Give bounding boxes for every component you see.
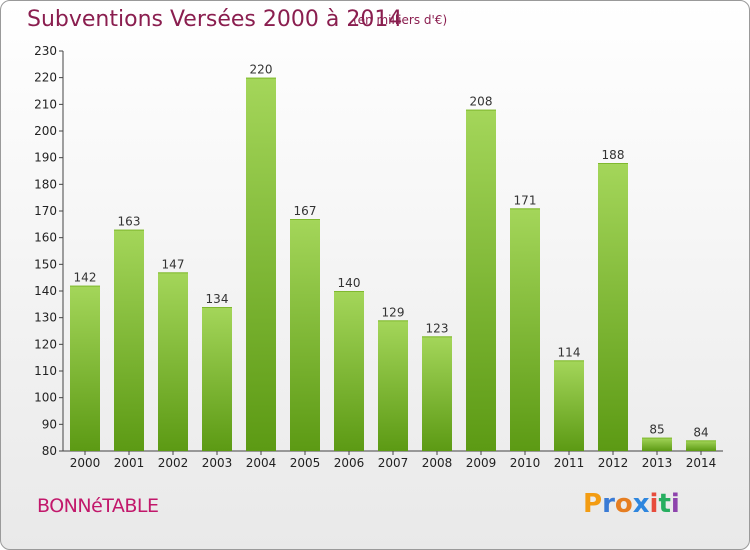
y-tick-label: 200 [34, 124, 57, 138]
y-tick-label: 230 [34, 44, 57, 58]
y-tick-label: 180 [34, 177, 57, 191]
x-tick-label-2004: 2004 [246, 456, 277, 470]
y-tick-label: 80 [42, 444, 57, 458]
x-tick-label-2003: 2003 [202, 456, 233, 470]
bar-2014 [686, 440, 716, 451]
bar-2011 [554, 360, 584, 451]
bar-2000 [70, 285, 100, 451]
x-tick-label-2002: 2002 [158, 456, 189, 470]
x-tick-label-2012: 2012 [598, 456, 629, 470]
bar-2010 [510, 208, 540, 451]
data-label-2004: 220 [250, 63, 273, 77]
y-tick-label: 170 [34, 204, 57, 218]
y-tick-label: 160 [34, 231, 57, 245]
data-label-2011: 114 [558, 345, 581, 359]
x-tick-label-2011: 2011 [554, 456, 585, 470]
x-tick-label-2008: 2008 [422, 456, 453, 470]
proxiti-logo: Proxiti [583, 489, 680, 519]
x-tick-label-2005: 2005 [290, 456, 321, 470]
bar-2013 [642, 437, 672, 451]
bar-2007 [378, 320, 408, 451]
y-tick-label: 190 [34, 151, 57, 165]
y-tick-label: 130 [34, 311, 57, 325]
data-label-2014: 84 [693, 425, 708, 439]
bar-2002 [158, 272, 188, 451]
data-label-2008: 123 [426, 321, 449, 335]
y-tick-label: 90 [42, 417, 57, 431]
y-tick-label: 220 [34, 71, 57, 85]
data-label-2007: 129 [382, 305, 405, 319]
chart-subtitle: (en milliers d'€) [353, 13, 448, 27]
x-tick-label-2006: 2006 [334, 456, 365, 470]
x-tick-label-2013: 2013 [642, 456, 673, 470]
bar-2006 [334, 291, 364, 451]
data-label-2003: 134 [206, 292, 229, 306]
chart-title: Subventions Versées 2000 à 2014 [27, 7, 403, 32]
y-tick-label: 110 [34, 364, 57, 378]
x-tick-label-2000: 2000 [70, 456, 101, 470]
data-label-2012: 188 [602, 148, 625, 162]
logo-letter: i [649, 489, 659, 519]
x-tick-label-2007: 2007 [378, 456, 409, 470]
y-tick-label: 150 [34, 257, 57, 271]
bar-2008 [422, 336, 452, 451]
logo-letter: i [670, 489, 680, 519]
logo-letter: r [602, 489, 615, 519]
x-tick-label-2014: 2014 [686, 456, 717, 470]
x-tick-label-2001: 2001 [114, 456, 145, 470]
bar-2003 [202, 307, 232, 451]
y-tick-label: 210 [34, 97, 57, 111]
logo-letter: t [658, 489, 671, 519]
logo-letter: o [614, 489, 633, 519]
data-label-2010: 171 [514, 193, 537, 207]
y-tick-label: 100 [34, 391, 57, 405]
y-tick-label: 120 [34, 337, 57, 351]
chart-axes: 80 90 100 110 120 130 140 150 160 170 180 190 200 210… [34, 44, 723, 470]
bar-2001 [114, 229, 144, 451]
commune-name: BONNéTABLE [37, 495, 159, 517]
data-label-2006: 140 [338, 276, 361, 290]
chart-bars: 142 163 147 134 220 167 140 129 123 208 171 114 188 8… [70, 63, 716, 452]
data-label-2009: 208 [470, 95, 493, 109]
data-label-2013: 85 [649, 423, 664, 437]
bar-2005 [290, 219, 320, 451]
data-label-2005: 167 [294, 204, 317, 218]
x-tick-label-2010: 2010 [510, 456, 541, 470]
x-tick-label-2009: 2009 [466, 456, 497, 470]
y-tick-label: 140 [34, 284, 57, 298]
bar-2012 [598, 163, 628, 451]
bar-2009 [466, 109, 496, 452]
logo-letter: x [632, 489, 650, 519]
data-label-2002: 147 [162, 257, 185, 271]
data-label-2000: 142 [74, 271, 97, 285]
bar-2004 [246, 77, 276, 452]
logo-letter: P [583, 489, 603, 519]
data-label-2001: 163 [118, 215, 141, 229]
